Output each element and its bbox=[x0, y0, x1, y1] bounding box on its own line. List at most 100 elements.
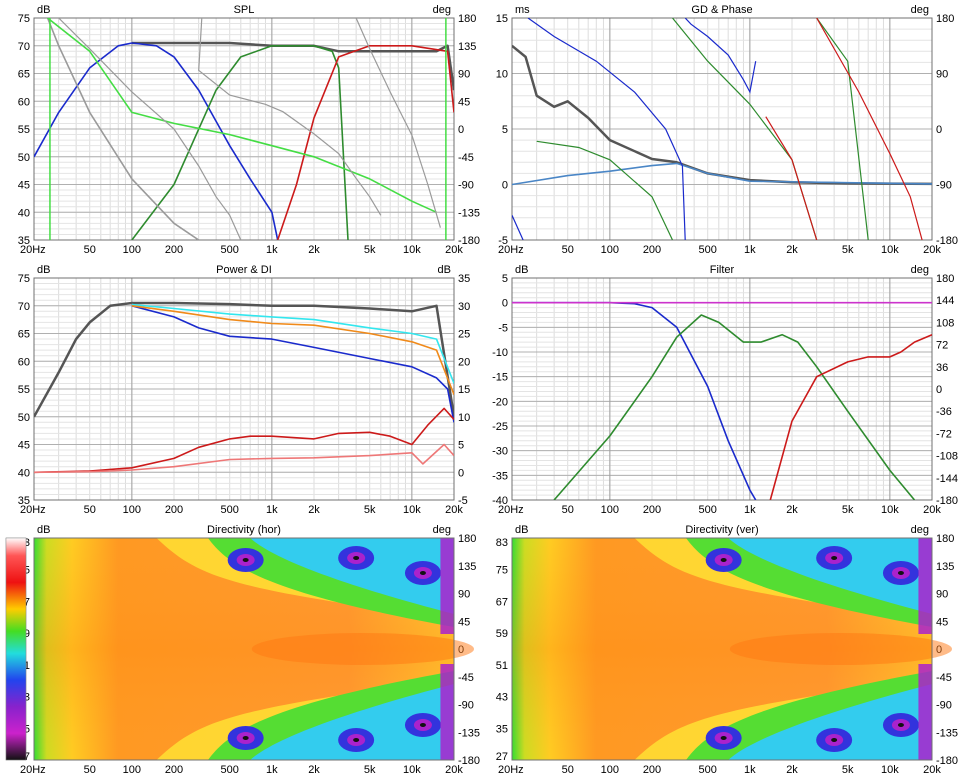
right-unit-label: deg bbox=[911, 524, 929, 536]
y2-tick-label: 25 bbox=[458, 329, 470, 341]
y-tick-label: 65 bbox=[18, 69, 30, 81]
x-tick-label: 100 bbox=[601, 764, 619, 776]
series-line bbox=[553, 314, 916, 500]
y2-tick-label: -90 bbox=[936, 180, 952, 192]
y2-tick-label: 135 bbox=[458, 41, 476, 53]
y-tick-label: -15 bbox=[492, 372, 508, 384]
x-tick-label: 10k bbox=[881, 504, 899, 516]
scale-tick-label: 51 bbox=[496, 660, 508, 672]
panel-dirv: Directivity (ver) dB deg 20Hz 50 100 200 500 1k 2… bbox=[5, 524, 958, 776]
phase-line bbox=[684, 18, 757, 94]
y-tick-label: -25 bbox=[492, 421, 508, 433]
left-unit-label: dB bbox=[37, 264, 50, 276]
left-unit-label: dB bbox=[37, 524, 50, 536]
x-tick-label: 1k bbox=[266, 504, 278, 516]
x-tick-label: 5k bbox=[842, 504, 854, 516]
heatmap-spot bbox=[897, 571, 904, 575]
y-tick-label: 55 bbox=[18, 124, 30, 136]
y-tick-label: 45 bbox=[18, 180, 30, 192]
y-tick-label: 35 bbox=[18, 235, 30, 247]
series-line bbox=[34, 42, 279, 240]
y-tick-label: -30 bbox=[492, 446, 508, 458]
x-tick-label: 200 bbox=[165, 764, 183, 776]
x-tick-label: 2k bbox=[786, 244, 798, 256]
plot-area bbox=[512, 278, 932, 500]
y-tick-label: 60 bbox=[18, 96, 30, 108]
right-unit-label: deg bbox=[433, 524, 451, 536]
y2-tick-label: -180 bbox=[936, 495, 958, 507]
x-tick-label: 200 bbox=[643, 244, 661, 256]
x-tick-label: 100 bbox=[601, 244, 619, 256]
y2-tick-label: -180 bbox=[458, 755, 480, 767]
x-tick-label: 500 bbox=[221, 244, 239, 256]
y-tick-label: -5 bbox=[498, 322, 508, 334]
x-tick-label: 20Hz bbox=[20, 764, 46, 776]
series-group bbox=[512, 301, 932, 500]
color-scale-bar bbox=[5, 537, 27, 761]
x-tick-label: 10k bbox=[403, 504, 421, 516]
y-tick-label: 70 bbox=[18, 41, 30, 53]
y2-tick-label: -108 bbox=[936, 451, 958, 463]
series-line bbox=[46, 18, 200, 240]
series-group bbox=[34, 18, 454, 240]
y-tick-label: 35 bbox=[18, 495, 30, 507]
phase-line bbox=[355, 18, 441, 228]
y2-tick-label: 180 bbox=[458, 13, 476, 25]
x-tick-label: 2k bbox=[786, 764, 798, 776]
phase-line bbox=[816, 18, 923, 240]
scale-tick-label: 75 bbox=[496, 565, 508, 577]
y-tick-label: 55 bbox=[18, 384, 30, 396]
x-tick-label: 20k bbox=[923, 504, 941, 516]
y-tick-label: 75 bbox=[18, 273, 30, 285]
y2-tick-label: 72 bbox=[936, 340, 948, 352]
x-tick-label: 500 bbox=[699, 764, 717, 776]
x-tick-label: 5k bbox=[842, 764, 854, 776]
series-line bbox=[34, 407, 454, 474]
right-unit-label: deg bbox=[911, 264, 929, 276]
y2-tick-label: 180 bbox=[458, 533, 476, 545]
x-tick-label: 5k bbox=[364, 244, 376, 256]
heatmap-spot bbox=[353, 738, 360, 742]
y2-tick-label: 35 bbox=[458, 273, 470, 285]
left-unit-label: dB bbox=[515, 524, 528, 536]
x-tick-label: 5k bbox=[842, 244, 854, 256]
y-tick-label: 0 bbox=[502, 180, 508, 192]
y-tick-label: 60 bbox=[18, 356, 30, 368]
series-line bbox=[769, 333, 932, 500]
x-tick-label: 50 bbox=[562, 244, 574, 256]
heatmap-edge bbox=[440, 664, 454, 760]
x-tick-label: 2k bbox=[308, 504, 320, 516]
x-tick-label: 50 bbox=[84, 244, 96, 256]
x-tick-label: 20Hz bbox=[20, 504, 46, 516]
y2-tick-label: -135 bbox=[458, 727, 480, 739]
heatmap-spot bbox=[242, 558, 249, 562]
y2-tick-label: 90 bbox=[458, 69, 470, 81]
y2-tick-label: -90 bbox=[936, 700, 952, 712]
x-tick-label: 10k bbox=[403, 244, 421, 256]
y-tick-label: -10 bbox=[492, 347, 508, 359]
x-tick-label: 20k bbox=[445, 504, 463, 516]
left-unit-label: ms bbox=[515, 4, 530, 16]
scale-tick-label: 27 bbox=[496, 751, 508, 763]
heatmap-spot bbox=[831, 738, 838, 742]
series-line bbox=[34, 301, 454, 418]
y2-tick-label: 180 bbox=[936, 13, 954, 25]
phase-line bbox=[527, 18, 686, 240]
x-tick-label: 20Hz bbox=[498, 764, 524, 776]
y-tick-label: 5 bbox=[502, 124, 508, 136]
y2-tick-label: 15 bbox=[458, 384, 470, 396]
left-unit-label: dB bbox=[515, 264, 528, 276]
y2-tick-label: 108 bbox=[936, 317, 954, 329]
heatmap-region bbox=[250, 684, 454, 760]
y2-tick-label: 0 bbox=[936, 124, 942, 136]
y-tick-label: 5 bbox=[502, 273, 508, 285]
y-tick-label: 10 bbox=[496, 69, 508, 81]
plot-frame bbox=[511, 277, 933, 501]
heatmap-spot bbox=[897, 723, 904, 727]
x-tick-label: 1k bbox=[266, 244, 278, 256]
x-tick-label: 20Hz bbox=[498, 244, 524, 256]
series-line bbox=[47, 18, 437, 214]
y2-tick-label: 36 bbox=[936, 362, 948, 374]
